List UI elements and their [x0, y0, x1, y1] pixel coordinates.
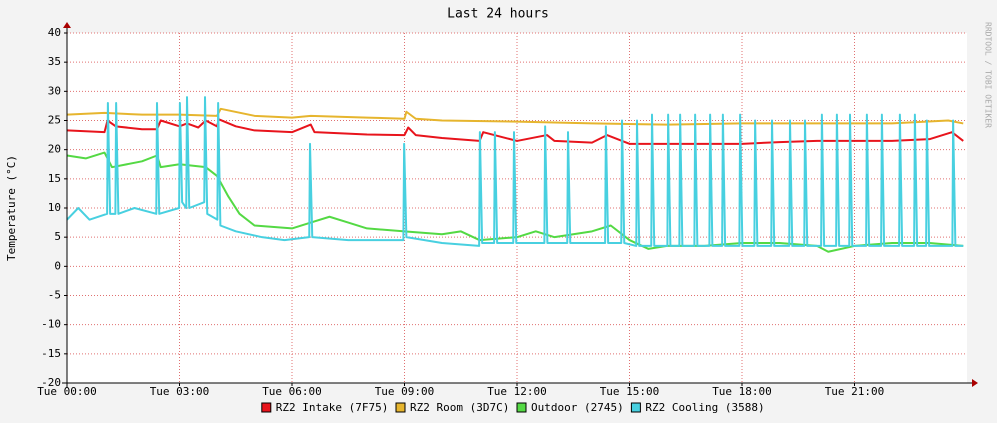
x-tick-label: Tue 15:00	[600, 385, 660, 398]
x-axis-arrow	[972, 379, 978, 387]
y-tick-label: 5	[54, 230, 61, 243]
y-tick-label: 25	[48, 114, 61, 127]
series-line	[66, 107, 964, 126]
legend-swatch	[261, 402, 272, 413]
y-tick-label: -5	[48, 289, 61, 302]
y-tick-label: -10	[41, 318, 61, 331]
lines	[66, 96, 964, 253]
y-tick-label: -15	[41, 347, 61, 360]
legend-swatch	[516, 402, 527, 413]
legend-label: RZ2 Intake (7F75)	[276, 401, 389, 414]
y-axis-label: Temperature (°C)	[5, 155, 18, 261]
y-axis-arrow	[63, 22, 71, 28]
y-tick-label: 0	[54, 259, 61, 272]
y-tick-label: 15	[48, 172, 61, 185]
legend-swatch	[630, 402, 641, 413]
x-tick-label: Tue 18:00	[712, 385, 772, 398]
watermark: RRDTOOL / TOBI OETIKER	[984, 22, 993, 128]
series-line	[66, 151, 964, 253]
x-tick-label: Tue 06:00	[262, 385, 322, 398]
y-tick-label: 40	[48, 26, 61, 39]
legend-swatch	[395, 402, 406, 413]
grid	[66, 32, 967, 384]
legend-label: Outdoor (2745)	[531, 401, 624, 414]
x-tick-label: Tue 00:00	[37, 385, 97, 398]
y-tick-label: 10	[48, 201, 61, 214]
chart-title: Last 24 hours	[447, 7, 549, 22]
x-tick-label: Tue 12:00	[487, 385, 547, 398]
series-line	[66, 96, 964, 247]
x-tick-label: Tue 03:00	[150, 385, 210, 398]
legend-label: RZ2 Cooling (3588)	[645, 401, 764, 414]
legend-label: RZ2 Room (3D7C)	[410, 401, 509, 414]
y-tick-label: 20	[48, 143, 61, 156]
y-tick-label: 35	[48, 55, 61, 68]
x-tick-label: Tue 21:00	[825, 385, 885, 398]
y-tick-label: 30	[48, 84, 61, 97]
x-tick-label: Tue 09:00	[375, 385, 435, 398]
y-tick-label: -20	[41, 376, 61, 389]
